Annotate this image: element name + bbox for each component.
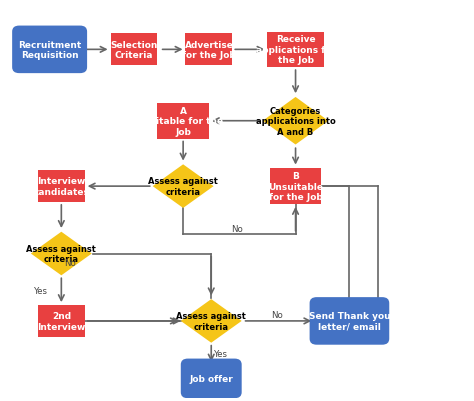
Text: Yes: Yes xyxy=(214,349,228,358)
Text: Assess against
criteria: Assess against criteria xyxy=(27,244,96,263)
Text: Job offer: Job offer xyxy=(189,374,233,383)
Polygon shape xyxy=(31,232,92,275)
Bar xyxy=(157,103,209,139)
Text: No: No xyxy=(64,258,75,267)
Bar xyxy=(267,32,324,68)
Text: Assess against
criteria: Assess against criteria xyxy=(148,177,218,196)
Polygon shape xyxy=(263,98,328,145)
Text: Assess against
criteria: Assess against criteria xyxy=(176,312,246,331)
Text: No: No xyxy=(271,311,283,320)
FancyBboxPatch shape xyxy=(310,298,389,345)
Text: Advertise
for the Job: Advertise for the Job xyxy=(182,41,236,60)
Text: 2nd
Interview: 2nd Interview xyxy=(37,312,85,331)
Text: Yes: Yes xyxy=(34,286,48,295)
FancyBboxPatch shape xyxy=(12,26,87,74)
Bar xyxy=(38,305,85,337)
Text: B
Unsuitable
for the Job: B Unsuitable for the Job xyxy=(268,172,323,202)
Text: Interview
candidates: Interview candidates xyxy=(33,177,89,196)
Bar xyxy=(110,34,157,66)
Bar xyxy=(270,169,321,205)
Text: A
Suitable for the
Job: A Suitable for the Job xyxy=(143,107,223,136)
Text: Categories
applications into
A and B: Categories applications into A and B xyxy=(255,107,336,136)
Polygon shape xyxy=(181,300,242,343)
Polygon shape xyxy=(153,165,214,209)
Text: No: No xyxy=(231,225,243,233)
Text: Selection
Criteria: Selection Criteria xyxy=(110,41,158,60)
Text: Recruitment
Requisition: Recruitment Requisition xyxy=(18,41,81,60)
Bar xyxy=(185,34,232,66)
FancyBboxPatch shape xyxy=(181,358,242,398)
Text: Send Thank you
letter/ email: Send Thank you letter/ email xyxy=(309,312,390,331)
Bar xyxy=(38,171,85,203)
Text: Receive
applications for
the Job: Receive applications for the Job xyxy=(255,35,336,65)
